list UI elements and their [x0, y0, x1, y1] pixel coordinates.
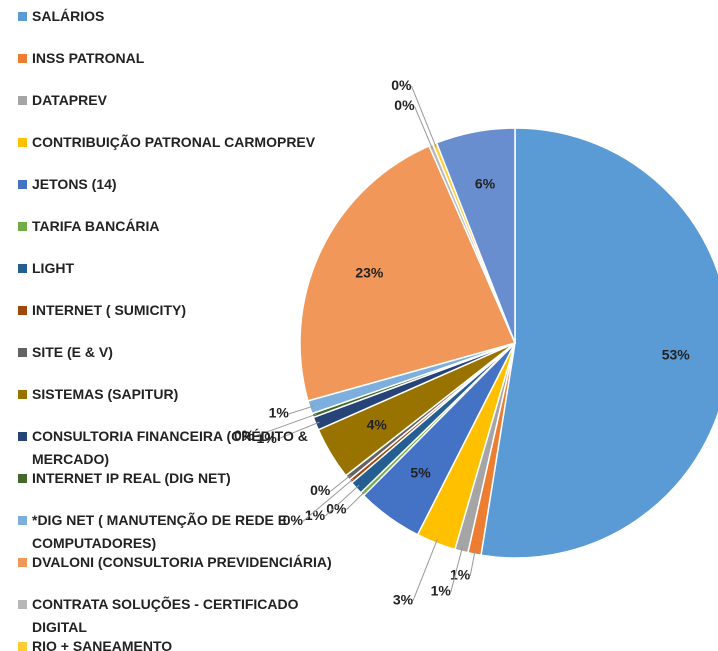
data-label: 3%: [393, 591, 414, 607]
legend-item: *DIG NET ( MANUTENÇÃO DE REDE E COMPUTAD…: [18, 509, 338, 551]
legend-swatch: [18, 432, 27, 441]
legend-label: RIO + SANEAMENTO: [32, 638, 173, 651]
legend-item: JETONS (14): [18, 173, 338, 215]
leader-line: [450, 547, 463, 592]
legend-label: CONTRIBUIÇÃO PATRONAL CARMOPREV: [32, 134, 316, 150]
legend-label: TARIFA BANCÁRIA: [32, 218, 160, 234]
legend-item: DATAPREV: [18, 89, 338, 131]
data-label: 0%: [391, 77, 412, 93]
data-label: 1%: [269, 405, 290, 421]
pie-slice: [435, 127, 516, 344]
leader-line: [346, 491, 366, 511]
leader-line: [469, 550, 476, 576]
legend-label: INTERNET ( SUMICITY): [32, 302, 186, 318]
legend-swatch: [18, 558, 27, 567]
legend-item: SISTEMAS (SAPITUR): [18, 383, 338, 425]
legend-label: LIGHT: [32, 260, 74, 276]
legend-label: DVALONI (CONSULTORIA PREVIDENCIÁRIA): [32, 554, 332, 570]
data-label: 6%: [475, 175, 496, 191]
legend-item: CONSULTORIA FINANCEIRA (CRÉDITO & MERCAD…: [18, 425, 338, 467]
legend-swatch: [18, 12, 27, 21]
leader-line: [411, 85, 437, 148]
legend-item: RIO + SANEAMENTO: [18, 635, 338, 651]
legend-item: INSS PATRONAL: [18, 47, 338, 89]
data-label: 53%: [662, 346, 691, 362]
legend-item: INTERNET IP REAL (DIG NET): [18, 467, 338, 509]
leader-line: [276, 421, 320, 440]
legend-item: DVALONI (CONSULTORIA PREVIDENCIÁRIA): [18, 551, 338, 593]
legend-swatch: [18, 600, 27, 609]
legend-swatch: [18, 348, 27, 357]
data-label: 0%: [310, 482, 331, 498]
legend-item: LIGHT: [18, 257, 338, 299]
data-label: 1%: [431, 583, 452, 599]
legend-swatch: [18, 180, 27, 189]
legend-item: TARIFA BANCÁRIA: [18, 215, 338, 257]
legend-swatch: [18, 54, 27, 63]
legend-label: DATAPREV: [32, 92, 107, 108]
legend-swatch: [18, 96, 27, 105]
legend-label: INTERNET IP REAL (DIG NET): [32, 470, 231, 486]
data-label: 1%: [450, 566, 471, 582]
legend-label: INSS PATRONAL: [32, 50, 145, 66]
legend-item: SALÁRIOS: [18, 5, 338, 47]
legend-label: SISTEMAS (SAPITUR): [32, 386, 179, 402]
legend-item: SITE (E & V): [18, 341, 338, 383]
data-label: 4%: [367, 417, 388, 433]
legend-item: CONTRIBUIÇÃO PATRONAL CARMOPREV: [18, 131, 338, 173]
leader-line: [254, 413, 317, 437]
legend-swatch: [18, 642, 27, 651]
legend-label: SITE (E & V): [32, 344, 113, 360]
legend-item: CONTRATA SOLUÇÕES - CERTIFICADO DIGITAL: [18, 593, 338, 635]
legend-swatch: [18, 474, 27, 483]
legend-swatch: [18, 516, 27, 525]
leader-line: [414, 106, 433, 149]
legend-label: JETONS (14): [32, 176, 117, 192]
legend-swatch: [18, 222, 27, 231]
data-label: 0%: [394, 97, 415, 113]
data-label: 5%: [410, 464, 431, 480]
pie-slice: [299, 144, 517, 402]
leader-line: [302, 478, 354, 522]
leader-line: [412, 539, 438, 601]
pie-slice: [480, 127, 718, 559]
legend-swatch: [18, 264, 27, 273]
data-label: 0%: [283, 512, 304, 528]
leader-line: [324, 484, 360, 517]
data-label: 1%: [305, 507, 326, 523]
data-label: 0%: [326, 500, 347, 516]
data-label: 23%: [355, 264, 384, 280]
legend: SALÁRIOS INSS PATRONAL DATAPREV CONTRIBUIÇÃ…: [18, 5, 338, 651]
leader-line: [329, 474, 351, 492]
legend-label: *DIG NET ( MANUTENÇÃO DE REDE E COMPUTAD…: [32, 512, 288, 551]
legend-label: CONSULTORIA FINANCEIRA (CRÉDITO & MERCAD…: [32, 428, 308, 467]
legend-item: INTERNET ( SUMICITY): [18, 299, 338, 341]
legend-swatch: [18, 390, 27, 399]
legend-swatch: [18, 138, 27, 147]
data-label: 0%: [234, 427, 255, 443]
legend-swatch: [18, 306, 27, 315]
legend-label: CONTRATA SOLUÇÕES - CERTIFICADO DIGITAL: [32, 596, 299, 635]
legend-label: SALÁRIOS: [32, 8, 105, 24]
leader-line: [288, 405, 314, 415]
